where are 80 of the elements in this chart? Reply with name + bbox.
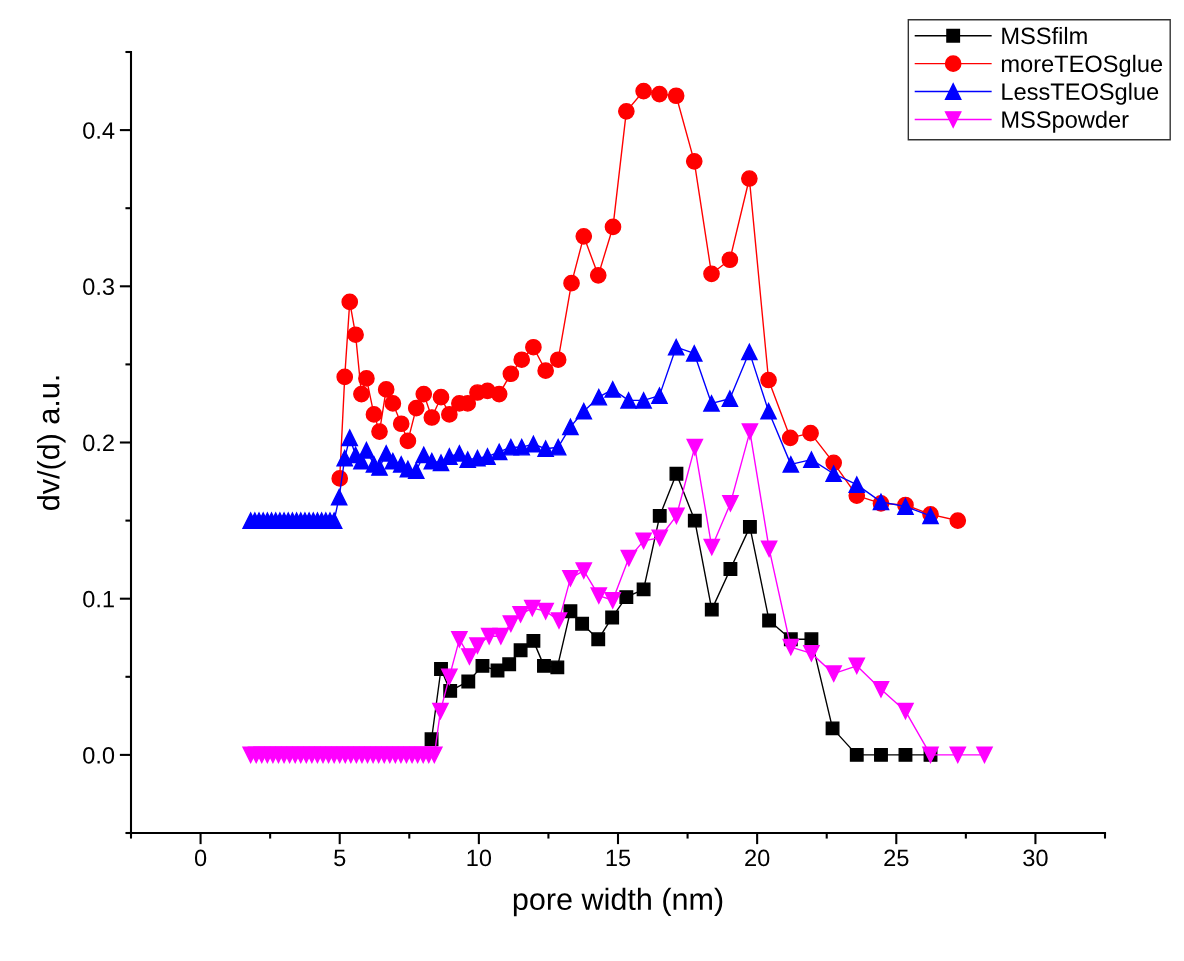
point <box>687 513 702 528</box>
x-tick-label: 0 <box>194 849 207 867</box>
point <box>898 747 913 762</box>
point <box>415 385 433 403</box>
legend-label: MSSfilm <box>1002 26 1087 45</box>
y-axis-title: dv/(d) a.u. <box>37 376 66 510</box>
point <box>347 326 364 344</box>
point <box>591 632 606 647</box>
point <box>537 658 551 673</box>
point <box>604 218 622 236</box>
point <box>651 85 668 103</box>
point <box>652 508 667 523</box>
legend-label: LessTEOSglue <box>1002 82 1159 105</box>
point <box>490 385 508 403</box>
point <box>762 613 777 628</box>
point <box>358 370 375 387</box>
y-tick-label: 0.3 <box>83 278 114 296</box>
x-tick-label: 15 <box>606 849 631 867</box>
point <box>377 381 395 398</box>
point <box>669 466 684 481</box>
point <box>563 274 580 292</box>
y-tick-label: 0.0 <box>83 746 115 764</box>
point <box>721 251 739 269</box>
point <box>636 582 651 597</box>
point <box>336 368 354 386</box>
y-tick-label: 0.2 <box>83 434 114 452</box>
point <box>618 103 635 120</box>
point <box>781 429 799 447</box>
point <box>407 399 425 417</box>
point <box>441 406 458 423</box>
point <box>549 351 567 369</box>
point <box>550 660 565 675</box>
point <box>399 432 417 450</box>
point <box>513 351 531 369</box>
point <box>667 87 685 105</box>
point <box>802 424 819 442</box>
point <box>760 371 777 389</box>
point <box>849 747 864 762</box>
point <box>432 388 450 406</box>
x-axis-title: pore width (nm) <box>513 887 723 917</box>
point <box>685 153 703 170</box>
point <box>341 293 359 311</box>
point <box>703 265 720 283</box>
point <box>804 632 819 647</box>
point <box>742 519 757 534</box>
point <box>537 362 554 379</box>
point <box>526 633 541 648</box>
point <box>723 562 738 576</box>
point <box>502 365 520 383</box>
legend-label: MSSpowder <box>1002 110 1129 133</box>
x-tick-label: 10 <box>467 849 492 867</box>
point <box>525 338 542 356</box>
point <box>365 406 383 423</box>
point <box>575 227 593 245</box>
point <box>635 82 652 100</box>
x-tick-label: 30 <box>1023 849 1048 867</box>
point <box>461 674 476 689</box>
point <box>741 170 758 187</box>
y-tick-label: 0.4 <box>83 122 115 139</box>
point <box>704 602 719 617</box>
y-tick-label: 0.1 <box>83 590 114 608</box>
point <box>874 747 888 762</box>
point <box>384 395 402 412</box>
point <box>475 658 490 673</box>
point <box>371 423 388 440</box>
point <box>502 657 517 672</box>
point <box>575 616 590 631</box>
point <box>605 610 620 625</box>
point <box>513 643 528 658</box>
point <box>949 512 967 529</box>
x-tick-label: 5 <box>334 849 346 867</box>
x-tick-label: 25 <box>884 849 909 867</box>
x-tick-label: 20 <box>745 849 770 867</box>
point <box>353 385 370 403</box>
point <box>825 721 840 736</box>
point <box>619 590 634 605</box>
point <box>392 415 410 433</box>
point <box>589 267 607 284</box>
point <box>423 409 441 426</box>
legend-label: moreTEOSglue <box>1001 54 1163 77</box>
